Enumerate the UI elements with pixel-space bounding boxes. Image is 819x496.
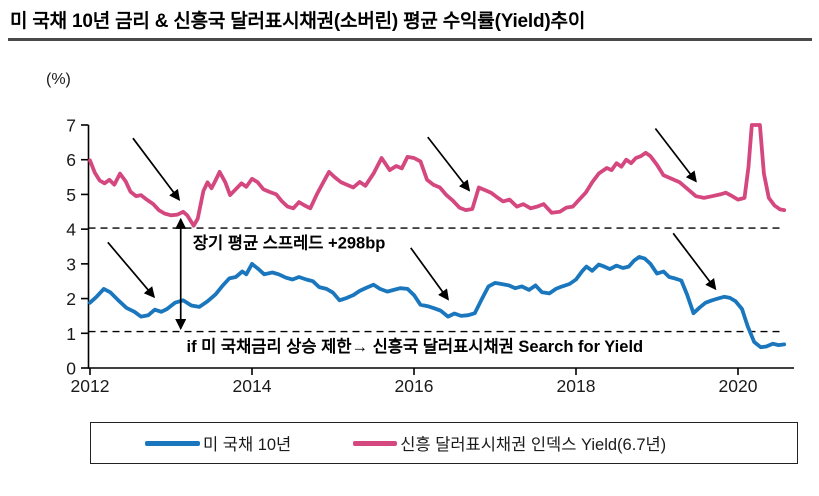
us-treasury-line-sample [145,440,200,446]
reference-dashed-lines [88,227,780,333]
y-tick-label: 1 [66,324,76,344]
x-tick-label: 2018 [557,376,596,396]
legend-box: 미 국채 10년 신흥 달러표시채권 인덱스 Yield(6.7년) [90,422,798,464]
x-tick-label: 2012 [71,376,110,396]
us-treasury-series-line [88,254,787,350]
legend-item-em-bond: 신흥 달러표시채권 인덱스 Yield(6.7년) [353,431,666,455]
arrow-to-us-treasury-2019 [672,232,717,291]
y-tick-label: 4 [66,220,76,240]
search-for-yield-label: if 미 국채금리 상승 제한→ 신흥국 달러표시채권 Search for Y… [186,336,643,356]
arrow-to-us-treasury-2016 [410,247,449,301]
data-series [88,123,787,350]
em-bond-series-line [88,123,787,228]
spread-label: 장기 평균 스프레드 +298bp [193,233,386,252]
x-tick-label: 2020 [719,376,758,396]
y-tick-label: 0 [66,359,76,379]
legend-item-us-treasury: 미 국채 10년 [145,431,291,455]
legend-label-us-treasury: 미 국채 10년 [203,436,292,454]
y-tick-label: 2 [66,289,76,309]
title-rule [8,38,812,41]
annotation-arrows [107,127,717,331]
page-title: 미 국채 10년 금리 & 신흥국 달러표시채권(소버린) 평균 수익률(Yie… [10,11,586,32]
axes: 0 1 2 3 4 5 6 7 2012 2014 2016 2018 2020 [66,116,794,396]
annotation-texts: 장기 평균 스프레드 +298bp if 미 국채금리 상승 제한→ 신흥국 달러… [186,233,643,355]
arrow-to-em-bond-2019 [654,127,697,183]
arrow-to-em-bond-2016 [427,136,471,192]
y-tick-label: 5 [66,185,76,205]
legend-label-em-bond: 신흥 달러표시채권 인덱스 Yield(6.7년) [400,436,667,454]
arrow-to-us-treasury-2012 [107,241,156,299]
x-tick-label: 2016 [395,376,434,396]
y-tick-label: 7 [66,116,76,136]
y-tick-label: 6 [66,150,76,170]
em-bond-line-sample [353,440,398,446]
x-tick-label: 2014 [233,376,272,396]
y-tick-label: 3 [66,254,76,274]
y-axis-unit-label: (%) [46,71,71,88]
arrow-to-em-bond-2013-low [132,137,181,201]
